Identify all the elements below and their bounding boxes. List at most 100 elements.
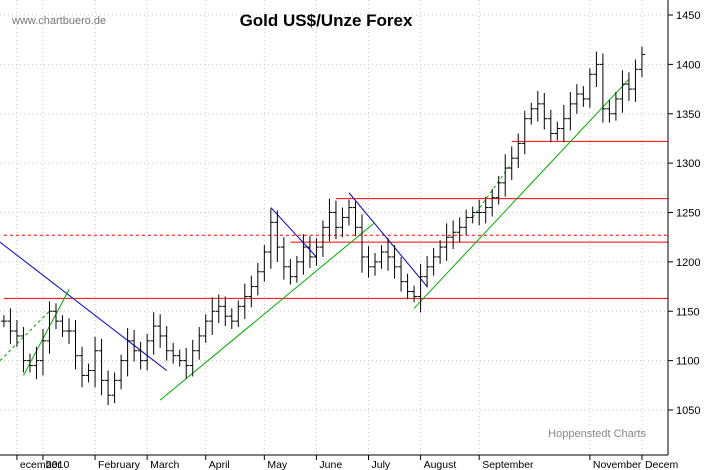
price-bar: [554, 121, 561, 141]
price-bar: [332, 200, 339, 240]
price-bar: [352, 201, 359, 237]
x-tick-label: April: [209, 459, 230, 470]
price-bar: [72, 320, 79, 370]
price-bar: [619, 70, 626, 113]
y-tick-label: 1100: [676, 356, 700, 368]
price-bar: [183, 347, 190, 379]
price-bar: [450, 220, 457, 250]
x-tick-label: August: [424, 459, 457, 470]
price-bar: [365, 246, 372, 278]
price-bar: [92, 336, 99, 388]
price-bar: [144, 333, 151, 371]
price-bar: [274, 210, 281, 262]
price-bar: [248, 275, 255, 308]
price-bar: [209, 297, 216, 335]
price-bar: [85, 363, 92, 383]
price-bars: [0, 46, 645, 406]
price-bar: [280, 237, 287, 280]
price-bar: [437, 240, 444, 264]
trend-line: [22, 289, 70, 376]
price-bar: [235, 300, 242, 328]
price-bar: [573, 84, 580, 114]
price-bar: [196, 327, 203, 360]
price-bar: [411, 285, 418, 303]
price-bar: [638, 46, 645, 78]
price-bar: [560, 104, 567, 143]
price-bar: [502, 154, 509, 197]
price-bar: [202, 314, 209, 343]
price-bar: [157, 314, 164, 348]
price-bar: [612, 92, 619, 121]
price-bar: [137, 341, 144, 370]
price-bar: [424, 255, 431, 288]
price-bar: [241, 283, 248, 320]
price-bar: [339, 207, 346, 238]
price-bar: [13, 320, 20, 347]
y-tick-label: 1050: [676, 405, 700, 417]
price-bar: [456, 217, 463, 243]
price-bar: [385, 238, 392, 271]
chart-title: Gold US$/Unze Forex: [240, 11, 413, 30]
price-bar: [0, 315, 7, 328]
source-watermark: www.chartbuero.de: [11, 15, 106, 27]
price-bar: [515, 133, 522, 169]
x-tick-label: Decem: [645, 459, 679, 470]
trend-line: [270, 207, 317, 258]
y-tick-label: 1300: [676, 158, 700, 170]
y-tick-label: 1200: [676, 257, 700, 269]
x-tick-label: May: [267, 459, 288, 470]
price-bar: [534, 91, 541, 122]
x-tick-label: ecember: [20, 459, 61, 470]
grid: [0, 0, 668, 455]
price-bar: [404, 273, 411, 300]
price-bar: [261, 245, 268, 282]
price-bar: [228, 308, 235, 330]
x-tick-label: March: [150, 459, 179, 470]
price-bar: [33, 346, 40, 380]
price-bar: [20, 327, 27, 373]
price-bar: [189, 339, 196, 377]
price-bar: [508, 146, 515, 180]
price-bar: [306, 236, 313, 268]
price-bar: [358, 214, 365, 273]
price-bar: [7, 308, 14, 344]
price-bar: [391, 245, 398, 279]
price-bar: [326, 198, 333, 242]
price-bar: [319, 220, 326, 257]
price-bar: [417, 263, 424, 313]
price-bar: [567, 92, 574, 131]
price-bar: [469, 206, 476, 224]
price-bar: [293, 255, 300, 283]
price-bar: [150, 312, 157, 355]
price-bar: [26, 353, 33, 373]
price-bar: [482, 196, 489, 224]
price-bar: [287, 258, 294, 285]
trend-line: [413, 78, 630, 309]
price-bar: [463, 209, 470, 236]
price-bar: [430, 248, 437, 276]
price-bar: [313, 238, 320, 266]
price-bar: [267, 208, 274, 269]
price-bar: [105, 370, 112, 406]
x-tick-label: November: [593, 459, 642, 470]
x-tick-label: June: [319, 459, 342, 470]
price-bar: [111, 372, 118, 404]
price-bar: [476, 199, 483, 226]
price-bar: [632, 59, 639, 102]
y-tick-label: 1250: [676, 208, 700, 220]
price-bar: [625, 72, 632, 101]
price-bar: [66, 318, 73, 344]
price-bar: [586, 68, 593, 108]
price-bar: [163, 326, 170, 361]
price-bar: [98, 338, 105, 396]
price-bar: [124, 328, 131, 377]
price-bar: [495, 175, 502, 205]
price-bar: [606, 99, 613, 123]
price-bar: [300, 234, 307, 275]
price-bar: [443, 223, 450, 261]
chart-credit: Hoppenstedt Charts: [548, 428, 646, 440]
x-tick-label: February: [98, 459, 141, 470]
y-tick-label: 1450: [676, 10, 700, 22]
